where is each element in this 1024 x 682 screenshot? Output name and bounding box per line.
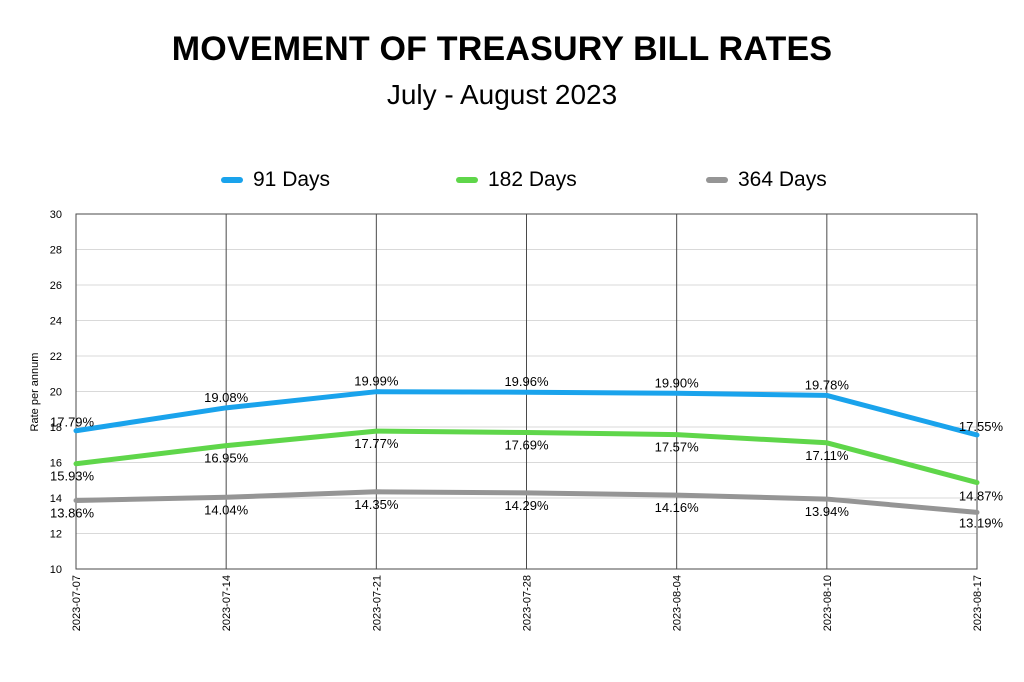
x-tick-label-2023-08-10: 2023-08-10 [822,575,834,631]
data-label-91-days-2023-07-28: 19.96% [504,374,549,389]
data-label-364-days-2023-07-28: 14.29% [504,498,549,513]
y-tick-label-12: 12 [50,529,62,541]
y-tick-label-24: 24 [50,316,62,328]
x-tick-label-2023-07-28: 2023-07-28 [522,575,534,631]
legend-label-364-days: 364 Days [738,168,827,191]
data-label-364-days-2023-08-17: 13.19% [959,515,1004,530]
data-label-364-days-2023-08-04: 14.16% [655,500,700,515]
legend-item-364-days: 364 Days [706,167,827,193]
y-tick-label-26: 26 [50,280,62,292]
x-tick-label-2023-07-07: 2023-07-07 [71,575,83,631]
data-label-182-days-2023-07-28: 17.69% [504,438,549,453]
legend-swatch-364-days [706,177,728,183]
x-tick-label-2023-08-17: 2023-08-17 [972,575,984,631]
data-label-364-days-2023-08-10: 13.94% [805,504,850,519]
data-label-182-days-2023-08-10: 17.11% [805,448,849,463]
data-label-182-days-2023-07-14: 16.95% [204,451,249,466]
data-label-182-days-2023-07-07: 15.93% [50,469,95,484]
y-tick-label-10: 10 [50,564,62,576]
legend-label-91-days: 91 Days [253,168,331,191]
legend-swatch-182-days [456,177,478,183]
data-label-91-days-2023-07-07: 17.79% [50,415,95,430]
series-line-182-days [73,428,980,486]
data-label-364-days-2023-07-07: 13.86% [50,505,95,520]
data-label-364-days-2023-07-14: 14.04% [204,502,249,517]
y-tick-label-30: 30 [50,209,62,221]
y-tick-label-20: 20 [50,387,62,399]
legend-label-182-days: 182 Days [488,168,577,191]
y-tick-label-18: 18 [50,422,62,434]
y-tick-label-22: 22 [50,351,62,363]
x-tick-label-2023-08-04: 2023-08-04 [672,575,684,631]
series-line-91-days [73,389,980,438]
data-label-91-days-2023-08-10: 19.78% [805,377,850,392]
y-tick-label-14: 14 [50,493,62,505]
y-tick-label-16: 16 [50,458,62,470]
data-label-91-days-2023-07-21: 19.99% [354,374,399,389]
legend-item-91-days: 91 Days [221,167,330,193]
data-label-364-days-2023-07-21: 14.35% [354,497,399,512]
series-line-364-days [73,489,980,515]
data-label-182-days-2023-08-17: 14.87% [959,489,1004,504]
data-label-91-days-2023-08-17: 17.55% [959,419,1004,434]
y-axis-title: Rate per annum [29,353,41,432]
data-label-91-days-2023-08-04: 19.90% [655,375,700,390]
chart-subtitle: July - August 2023 [386,79,618,110]
x-tick-label-2023-07-14: 2023-07-14 [221,575,233,631]
data-label-182-days-2023-08-04: 17.57% [655,440,700,455]
data-label-182-days-2023-07-21: 17.77% [354,436,399,451]
legend-item-182-days: 182 Days [456,167,577,193]
y-tick-label-28: 28 [50,245,62,257]
x-tick-label-2023-07-21: 2023-07-21 [371,575,383,631]
plot-area-border [75,213,978,570]
chart-title: MOVEMENT OF TREASURY BILL RATES [171,30,833,68]
legend-swatch-91-days [221,177,243,183]
data-label-91-days-2023-07-14: 19.08% [204,390,249,405]
